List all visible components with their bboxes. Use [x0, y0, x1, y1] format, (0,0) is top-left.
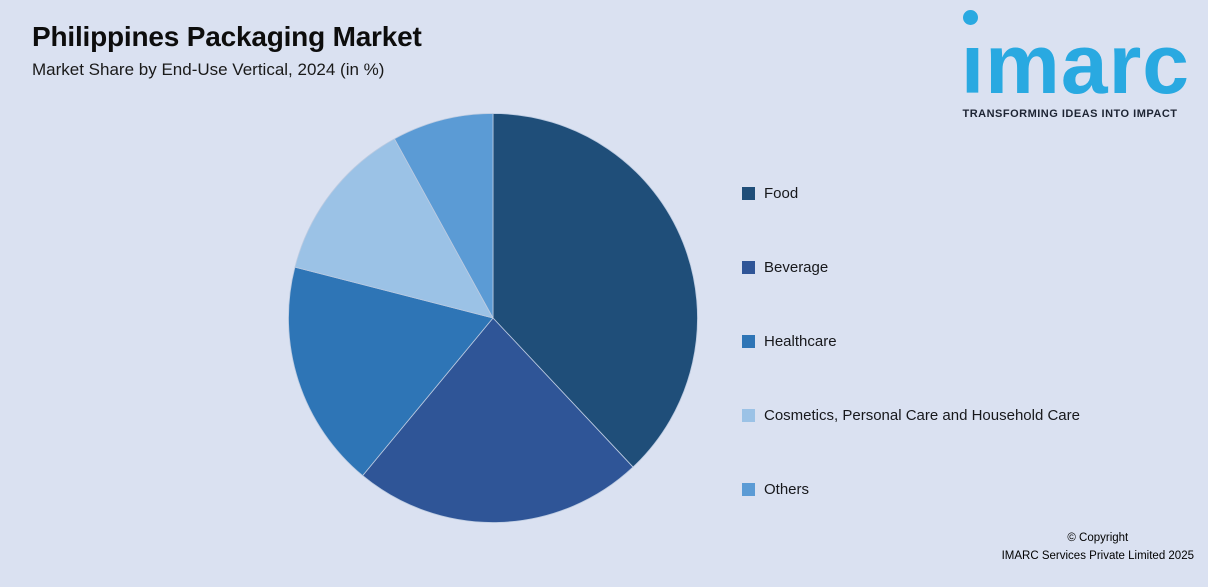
legend-item-healthcare: Healthcare	[742, 333, 1080, 350]
imarc-logo: imarc TRANSFORMING IDEAS INTO IMPACT	[950, 8, 1190, 120]
page-subtitle: Market Share by End-Use Vertical, 2024 (…	[32, 60, 385, 79]
logo-dot-cover	[960, 30, 982, 46]
logo-tagline: TRANSFORMING IDEAS INTO IMPACT	[962, 108, 1178, 120]
legend-label: Others	[764, 481, 810, 498]
copyright-line2: IMARC Services Private Limited 2025	[1001, 550, 1194, 562]
legend-swatch-icon	[742, 187, 755, 200]
legend-swatch-icon	[742, 335, 755, 348]
legend-label: Healthcare	[764, 333, 837, 350]
legend-swatch-icon	[742, 261, 755, 274]
legend-item-beverage: Beverage	[742, 259, 1080, 276]
pie-chart-svg	[288, 113, 698, 523]
legend-label: Food	[764, 185, 799, 202]
copyright-line1: © Copyright	[1067, 532, 1129, 544]
pie-chart	[288, 113, 698, 523]
imarc-wordmark: imarc	[960, 10, 1190, 106]
legend-item-food: Food	[742, 185, 1080, 202]
pie-slice-cosmetics-personal-care-and-household-care	[294, 138, 494, 319]
page-title: Philippines Packaging Market	[32, 21, 422, 52]
legend-label: Beverage	[764, 259, 829, 276]
chart-legend: Food Beverage Healthcare Cosmetics, Persona…	[742, 185, 1080, 498]
pie-slice-beverage	[362, 317, 634, 523]
logo-text: imarc	[960, 17, 1190, 111]
legend-item-cosmetics-personal-care-and-household-care: Cosmetics, Personal Care and Household C…	[742, 407, 1080, 424]
pie-slice-others	[394, 113, 494, 319]
copyright: © Copyright IMARC Services Private Limit…	[1002, 529, 1194, 565]
legend-item-others: Others	[742, 481, 1080, 498]
legend-label: Cosmetics, Personal Care and Household C…	[764, 407, 1080, 424]
pie-slice-food	[492, 113, 698, 468]
legend-swatch-icon	[742, 483, 755, 496]
pie-slice-healthcare	[288, 266, 494, 476]
logo-i-dot-icon	[962, 10, 978, 25]
chart-header: Philippines Packaging Market Market Shar…	[32, 20, 422, 80]
legend-swatch-icon	[742, 409, 755, 422]
